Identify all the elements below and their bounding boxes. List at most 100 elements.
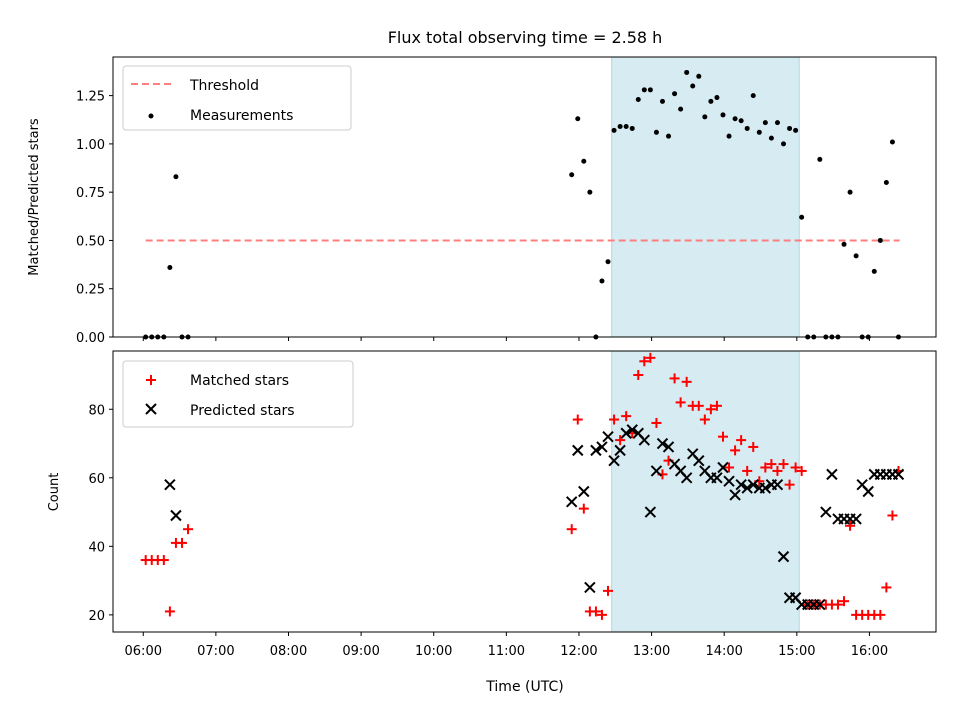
legend-matched-label: Matched stars [190,373,289,389]
measurement-point [781,141,787,147]
top-ytick-label: 0.00 [76,331,105,346]
predicted-stars-point [572,444,584,457]
xtick-label: 09:00 [342,644,379,659]
matched-stars-point [675,397,686,408]
predicted-stars-point [608,454,620,467]
predicted-stars-point [711,472,723,484]
predicted-stars-point [626,424,638,436]
matched-stars-point [572,414,583,425]
predicted-stars-point [862,485,874,498]
measurement-point [653,129,659,135]
matched-stars-point [760,462,771,473]
legend-threshold-label: Threshold [189,78,259,94]
predicted-stars-point [759,482,772,494]
matched-stars-point [724,462,735,473]
measurement-point [720,112,726,118]
predicted-stars-point [680,472,693,484]
predicted-stars-point [771,478,784,491]
predicted-stars-point [565,496,578,508]
matched-stars-point [699,414,710,425]
measurement-point [678,106,684,112]
predicted-stars-point [735,478,747,491]
bottom-legend: Matched stars Predicted stars [122,360,354,428]
measurement-point [853,253,859,259]
matched-stars-point [645,352,656,363]
bottom-ylabel: Count [47,473,62,512]
measurement-point [841,241,847,247]
matched-stars-point [603,585,614,596]
matched-stars-point [772,465,783,476]
predicted-stars-point [596,441,608,453]
matched-stars-point [639,356,650,367]
top-axes-frame [112,56,937,338]
measurement-point [750,93,756,99]
measurement-point [623,124,629,130]
matched-stars-point [711,400,722,411]
matched-stars-point [590,606,601,617]
matched-stars-point [778,459,789,470]
predicted-stars-point [170,509,182,522]
matched-stars-point [621,411,632,422]
matched-stars-point [845,520,856,531]
predicted-stars-point [164,478,176,491]
measurement-point [714,95,720,101]
measurement-point [793,127,799,133]
measurement-point [696,73,702,79]
measurement-point [599,278,605,284]
measurement-point [768,135,774,141]
measurement-point [617,124,623,130]
measurement-point [702,114,708,120]
legend-predicted-label: Predicted stars [190,403,295,419]
matched-stars-point [705,404,716,415]
measurement-point [817,156,823,162]
bottom-ytick-label: 20 [88,609,105,624]
predicted-stars-point [820,506,832,518]
bottom-ytick-label: 60 [88,472,105,487]
measurement-point [647,87,653,93]
matched-stars-point [596,609,607,620]
measurement-point [575,116,581,122]
predicted-stars-point [584,581,596,594]
xtick-label: 16:00 [851,644,888,659]
predicted-stars-point [850,513,862,525]
matched-stars-point [158,555,169,566]
predicted-stars-point [614,444,626,457]
legend-measurements-swatch [148,113,154,119]
matched-stars-point [790,462,801,473]
measurement-point [684,69,690,75]
bottom-panel: 20 40 60 80 06:00 07:00 08:00 09:00 10:00 11:00 1… [47,350,937,695]
chart-title: Flux total observing time = 2.58 h [388,28,663,47]
bottom-xlabel: Time (UTC) [485,679,563,695]
top-ytick-label: 1.00 [76,138,105,153]
matched-stars-point [651,417,662,428]
measurement-point [756,129,762,135]
measurement-point [726,133,732,139]
measurement-point [787,125,793,131]
predicted-stars-point [814,598,826,611]
matched-stars-point [736,435,747,446]
predicted-stars-point [717,461,729,474]
matched-stars-point [693,400,704,411]
xtick-label: 12:00 [560,644,597,659]
bottom-ytick-label: 80 [88,403,105,418]
measurement-point [629,125,635,131]
measurement-point [774,120,780,126]
predicted-stars-point [638,434,651,446]
matched-stars-point [164,606,175,617]
legend-measurements-label: Measurements [190,108,293,124]
measurement-point [659,98,665,104]
bottom-axes-frame [112,350,937,633]
matched-stars-point [742,465,753,476]
measurement-point [635,96,641,102]
top-ytick-label: 0.50 [76,234,105,249]
matched-stars-point [832,599,843,610]
predicted-stars-point [656,437,669,450]
top-panel: 0.00 0.25 0.50 0.75 1.00 1.25 Matched/Predict… [27,56,937,346]
predicted-stars-point [620,427,632,439]
predicted-stars-point [892,468,905,481]
xtick-label: 06:00 [125,644,162,659]
predicted-stars-point [578,485,590,498]
matched-stars-point [839,596,850,607]
measurement-point [581,158,587,164]
